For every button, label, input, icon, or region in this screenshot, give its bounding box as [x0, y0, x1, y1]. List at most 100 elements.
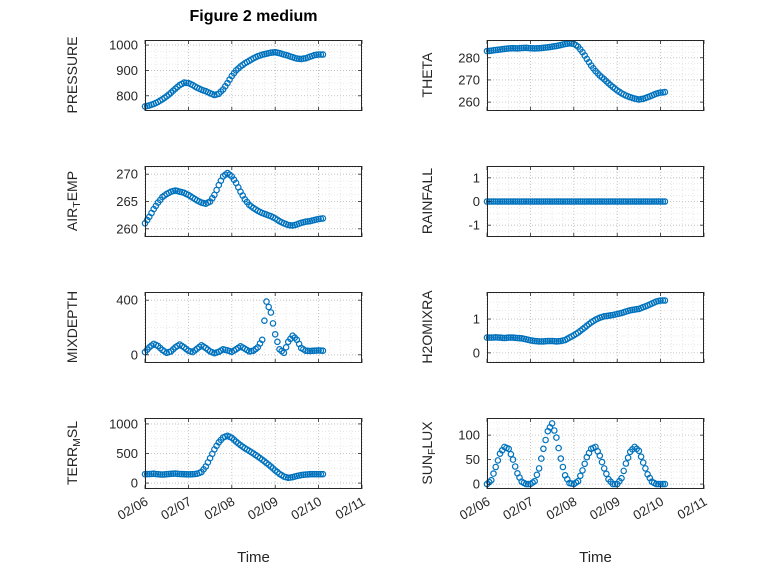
x-tick-label: 02/08 — [202, 494, 238, 523]
ylabel-pre: PRESSURE — [64, 36, 80, 114]
ylabel-pre: SUN — [419, 455, 435, 485]
data-markers — [141, 48, 327, 110]
ylabel-pre: THETA — [419, 52, 435, 98]
ylabel-sun-flux: SUNFLUX — [418, 363, 438, 543]
subplot-rainfall: -1 0 1 — [468, 165, 705, 238]
y-tick-label: 100 — [458, 428, 480, 443]
chart-canvas: -1 0 1 — [468, 165, 705, 238]
y-tick-label: 1000 — [109, 416, 138, 431]
y-tick-label: 1 — [473, 312, 480, 327]
axes — [486, 418, 705, 489]
grid-minor — [487, 40, 704, 111]
y-tick-label: 260 — [458, 95, 480, 110]
tick-labels: 01 — [473, 312, 480, 361]
grid-minor — [487, 292, 704, 363]
xlabel-time-right: Time — [579, 549, 612, 566]
tick-labels: 260 270 280 — [458, 50, 480, 109]
ylabel-post: EMP — [64, 170, 80, 202]
x-tick-label: 02/10 — [288, 494, 324, 523]
grid-major — [144, 292, 363, 363]
subplot-theta: 260 270 280 — [458, 39, 705, 111]
ylabel-pre: AIR — [64, 207, 80, 232]
data-markers — [483, 420, 669, 488]
y-tick-label: 1 — [473, 170, 480, 185]
chart-canvas: 0 50 100 02/06 02/07 02/08 02/09 02/10 02/11 — [457, 418, 710, 523]
subplot-terr-msl: 0 500 1000 02/06 02/07 02/08 02/09 02/10 02/11 — [109, 416, 367, 522]
y-tick-label: 0 — [473, 477, 480, 492]
axes — [486, 292, 705, 363]
axes — [144, 418, 363, 489]
subplot-mixdepth: 0 400 — [116, 292, 363, 363]
axes — [144, 166, 363, 237]
chart-canvas: 0 400 — [116, 292, 363, 363]
tick-labels: -1 0 1 — [468, 170, 480, 232]
grid-major — [144, 166, 363, 237]
grid-major — [486, 40, 705, 111]
grid-minor — [145, 40, 362, 111]
data-markers — [483, 39, 669, 103]
chart-canvas: 0 500 1000 02/06 02/07 02/08 02/09 02/10 02/11 — [109, 416, 367, 522]
chart-canvas: 260 265 270 — [116, 166, 363, 237]
ylabel-pre: H2OMIXRA — [419, 290, 435, 364]
y-tick-label: 0 — [473, 194, 480, 209]
y-tick-label: 0 — [131, 347, 138, 362]
y-tick-label: 0 — [473, 345, 480, 360]
y-tick-label: 270 — [116, 167, 138, 182]
data-markers — [483, 297, 669, 345]
x-tick-label: 02/11 — [333, 494, 368, 523]
data-markers — [483, 198, 669, 205]
data-markers — [141, 432, 327, 482]
ylabel-sub: F — [426, 448, 438, 456]
x-tick-label: 02/06 — [457, 494, 493, 523]
tick-labels: 800 900 1000 — [109, 38, 138, 104]
tick-labels: 0 400 — [116, 293, 138, 363]
y-tick-label: 280 — [458, 50, 480, 65]
x-tick-label: 02/07 — [158, 494, 194, 523]
ylabel-sub: M — [71, 438, 83, 447]
chart-canvas: 800 900 1000 — [109, 38, 363, 111]
x-tick-label: 02/09 — [587, 494, 623, 523]
figure-title: Figure 2 medium — [189, 8, 318, 25]
x-tick-label: 02/10 — [630, 494, 666, 523]
axes — [486, 166, 705, 237]
x-tick-label: 02/08 — [544, 494, 580, 523]
ylabel-pre: MIXDEPTH — [64, 290, 80, 364]
y-tick-label: -1 — [468, 218, 480, 233]
chart-canvas: 260 270 280 — [458, 39, 705, 111]
y-tick-label: 400 — [116, 293, 138, 308]
y-tick-label: 260 — [116, 221, 138, 236]
x-tick-label: 02/11 — [675, 494, 710, 523]
axes — [486, 40, 705, 111]
y-tick-label: 270 — [458, 72, 480, 87]
axes — [144, 292, 363, 363]
x-tick-label: 02/09 — [245, 494, 281, 523]
chart-canvas: 01 — [473, 292, 705, 363]
x-tick-label: 02/07 — [500, 494, 536, 523]
ylabel-post: SL — [64, 421, 80, 439]
y-tick-label: 800 — [116, 88, 138, 103]
ylabel-pre: RAINFALL — [419, 167, 435, 235]
data-markers — [141, 169, 327, 229]
ylabel-post: LUX — [419, 421, 435, 449]
y-tick-label: 500 — [116, 446, 138, 461]
ylabel-sub: T — [71, 201, 83, 208]
y-tick-label: 265 — [116, 194, 138, 209]
y-tick-label: 50 — [466, 452, 480, 467]
y-tick-label: 900 — [116, 63, 138, 78]
grid-minor — [145, 292, 362, 363]
data-markers — [141, 298, 327, 357]
x-tick-label: 02/06 — [115, 494, 151, 523]
axes — [144, 40, 363, 111]
ylabel-pre: TERR — [64, 446, 80, 485]
ylabel-terr-msl: TERRMSL — [63, 363, 83, 543]
subplot-sun-flux: 0 50 100 02/06 02/07 02/08 02/09 02/10 02/11 — [457, 418, 710, 523]
tick-labels: 260 265 270 — [116, 167, 138, 237]
subplot-pressure: 800 900 1000 — [109, 38, 363, 111]
tick-labels: 0 500 1000 02/06 02/07 02/08 02/09 02/10 02/11 — [109, 416, 367, 522]
subplot-air-temp: 260 265 270 — [116, 166, 363, 237]
y-tick-label: 1000 — [109, 38, 138, 53]
xlabel-time-left: Time — [237, 549, 270, 566]
grid-major — [144, 40, 363, 111]
